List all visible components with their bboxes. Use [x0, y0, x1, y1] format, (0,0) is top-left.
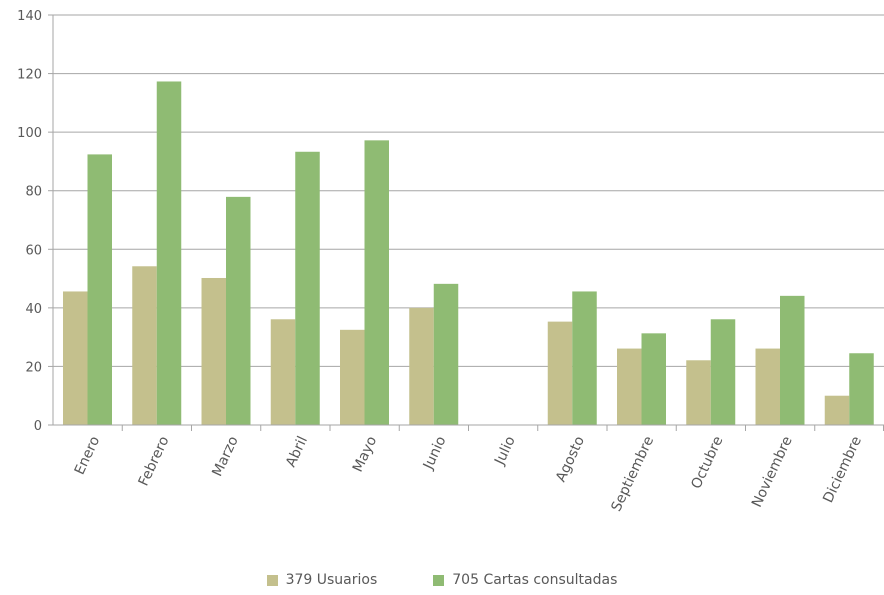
bar-cartas-mayo: [364, 140, 389, 426]
bar-cartas-agosto: [572, 291, 597, 425]
x-tick-label: Enero: [72, 434, 104, 477]
x-tick-label: Junio: [420, 434, 449, 473]
x-tick-label: Octubre: [688, 434, 726, 492]
legend-swatch-cartas: [433, 574, 445, 586]
x-tick-label: Julio: [491, 434, 518, 468]
x-tick-label: Noviembre: [749, 434, 796, 510]
y-tick-label: 0: [34, 419, 42, 434]
bar-cartas-junio: [433, 283, 459, 425]
x-tick-label: Agosto: [553, 434, 588, 485]
y-tick-label: 40: [25, 302, 42, 317]
bar-usuarios-enero: [63, 291, 88, 425]
x-tick-label: Diciembre: [820, 434, 865, 506]
legend-item-usuarios: 379 Usuarios: [266, 572, 378, 588]
legend-label-usuarios: 379 Usuarios: [285, 572, 378, 588]
bar-cartas-diciembre: [849, 353, 874, 425]
y-tick-label: 80: [25, 185, 42, 200]
tick-labels: 0 20 40 60 80 100 120 140 Enero Febrero Marzo Abril…: [17, 9, 865, 514]
bar-usuarios-junio: [409, 307, 434, 425]
bar-chart: 0 20 40 60 80 100 120 140 Enero Febrero Marzo Abril…: [17, 9, 884, 514]
bar-usuarios-febrero: [132, 266, 157, 425]
bar-cartas-octubre: [710, 319, 736, 425]
bar-usuarios-agosto: [547, 321, 573, 425]
x-tick-label: Mayo: [350, 434, 380, 475]
bar-cartas-septiembre: [641, 333, 666, 425]
axes: [48, 14, 884, 431]
bar-cartas-febrero: [156, 81, 182, 425]
legend: 379 Usuarios 705 Cartas consultadas: [0, 572, 884, 588]
bars: [63, 81, 874, 426]
gridlines: [53, 14, 884, 367]
bar-usuarios-mayo: [340, 329, 365, 425]
y-tick-label: 60: [25, 243, 42, 258]
bar-cartas-marzo: [226, 196, 251, 425]
y-tick-label: 20: [25, 360, 42, 375]
y-tick-label: 120: [17, 68, 42, 83]
legend-swatch-usuarios: [266, 574, 278, 586]
bar-usuarios-septiembre: [617, 348, 642, 425]
y-tick-label: 100: [17, 126, 42, 141]
bar-cartas-abril: [295, 151, 320, 425]
legend-label-cartas: 705 Cartas consultadas: [452, 572, 618, 588]
bar-usuarios-noviembre: [755, 348, 780, 425]
bar-cartas-noviembre: [780, 295, 805, 425]
bar-usuarios-marzo: [201, 277, 226, 425]
bar-usuarios-abril: [270, 319, 296, 425]
bar-usuarios-diciembre: [824, 395, 850, 425]
bar-cartas-enero: [87, 154, 112, 425]
bar-usuarios-octubre: [686, 360, 711, 425]
x-tick-label: Abril: [283, 434, 311, 470]
legend-item-cartas: 705 Cartas consultadas: [433, 572, 617, 588]
x-tick-label: Marzo: [209, 434, 241, 479]
x-tick-label: Febrero: [136, 434, 173, 489]
x-tick-label: Septiembre: [609, 434, 658, 514]
y-tick-label: 140: [17, 9, 42, 24]
